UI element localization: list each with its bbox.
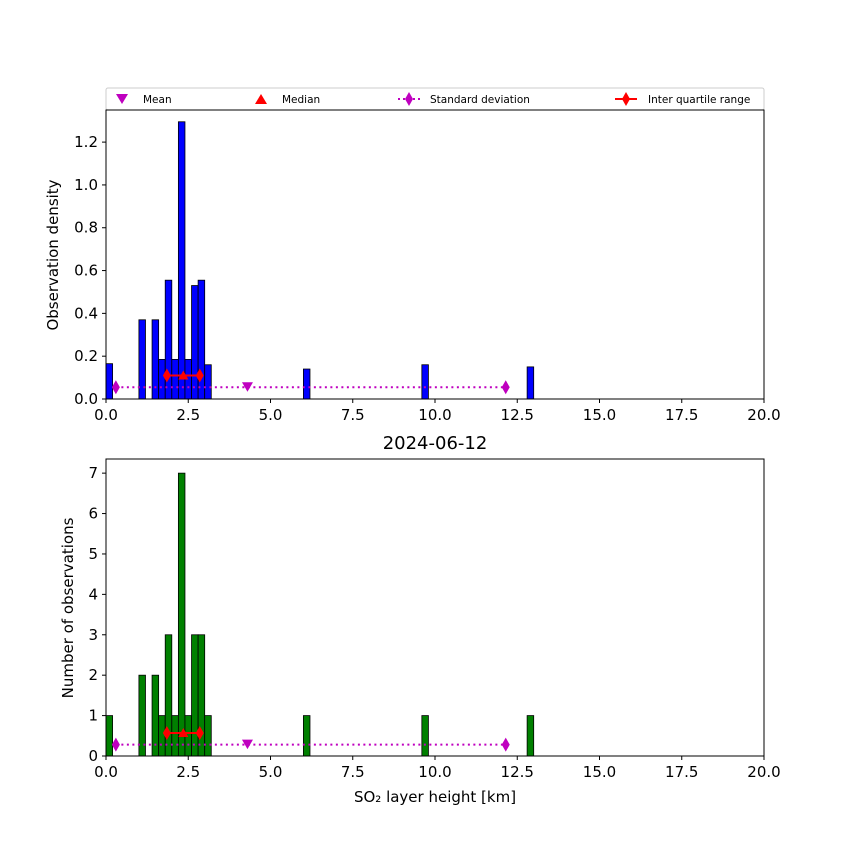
standard-deviation-marker bbox=[501, 737, 510, 752]
diamond-icon bbox=[622, 92, 630, 106]
histogram-bar bbox=[171, 358, 179, 400]
histogram-bar bbox=[191, 285, 199, 400]
median-marker bbox=[178, 727, 189, 737]
histogram-bar bbox=[105, 715, 113, 757]
y-tick-label: 5 bbox=[88, 545, 98, 563]
histogram-bar bbox=[105, 363, 113, 400]
median-marker bbox=[178, 370, 189, 380]
y-tick-label: 0.0 bbox=[74, 390, 98, 408]
histogram-bar bbox=[204, 364, 212, 400]
x-tick-label: 5.0 bbox=[259, 406, 283, 424]
legend-label-inter-quartile-range: Inter quartile range bbox=[648, 94, 750, 106]
y-tick-label: 1 bbox=[88, 707, 98, 725]
x-tick-label: 7.5 bbox=[341, 406, 365, 424]
x-tick-label: 0.0 bbox=[94, 763, 118, 781]
x-tick-label: 10.0 bbox=[418, 406, 451, 424]
histogram-bar bbox=[158, 358, 166, 400]
histogram-bar bbox=[177, 121, 186, 400]
x-tick-label: 7.5 bbox=[341, 763, 365, 781]
iqr-marker bbox=[195, 725, 204, 740]
y-tick-label: 1.0 bbox=[74, 176, 98, 194]
standard-deviation-marker bbox=[111, 737, 120, 752]
histogram-bar bbox=[177, 472, 186, 757]
legend: Mean Median Standard deviation Inter qua… bbox=[105, 87, 765, 111]
y-tick-label: 6 bbox=[88, 505, 98, 523]
legend-item-mean: Mean bbox=[116, 94, 172, 106]
mean-marker bbox=[241, 382, 253, 392]
y-tick-label: 3 bbox=[88, 626, 98, 644]
iqr-marker bbox=[162, 725, 171, 740]
triangle-down-icon bbox=[116, 94, 128, 104]
legend-item-inter-quartile-range: Inter quartile range bbox=[615, 92, 750, 106]
histogram-bar bbox=[302, 715, 311, 757]
histogram-bar bbox=[204, 715, 212, 757]
x-tick-label: 15.0 bbox=[583, 406, 616, 424]
legend-label-mean: Mean bbox=[143, 94, 172, 106]
triangle-up-icon bbox=[255, 94, 267, 104]
y-tick-label: 2 bbox=[88, 666, 98, 684]
iqr-marker bbox=[195, 368, 204, 383]
histogram-bar bbox=[302, 368, 311, 400]
x-tick-label: 12.5 bbox=[501, 763, 534, 781]
x-tick-label: 12.5 bbox=[501, 406, 534, 424]
legend-item-standard-deviation: Standard deviation bbox=[398, 92, 530, 106]
histogram-bar bbox=[158, 715, 166, 757]
histogram-bar bbox=[191, 634, 199, 757]
x-tick-label: 17.5 bbox=[665, 763, 698, 781]
x-tick-label: 17.5 bbox=[665, 406, 698, 424]
standard-deviation-marker bbox=[111, 380, 120, 395]
x-tick-label: 10.0 bbox=[418, 763, 451, 781]
mean-marker bbox=[241, 739, 253, 750]
count-histogram-panel: 2024-06-12 Number of observations SO₂ la… bbox=[59, 433, 781, 806]
x-tick-label: 2.5 bbox=[176, 763, 200, 781]
y-tick-label: 1.2 bbox=[74, 133, 98, 151]
chart-title: 2024-06-12 bbox=[383, 433, 488, 454]
diamond-icon bbox=[405, 92, 413, 106]
legend-item-median: Median bbox=[255, 94, 320, 106]
y-axis-label: Number of observations bbox=[59, 517, 77, 698]
y-tick-label: 0.6 bbox=[74, 262, 98, 280]
x-tick-label: 20.0 bbox=[747, 406, 780, 424]
histogram-bar bbox=[526, 366, 535, 400]
y-tick-label: 4 bbox=[88, 585, 98, 603]
histogram-bar bbox=[421, 715, 429, 757]
x-tick-label: 2.5 bbox=[176, 406, 200, 424]
y-tick-label: 0 bbox=[88, 747, 98, 765]
histogram-bar bbox=[421, 364, 429, 400]
y-tick-label: 7 bbox=[88, 464, 98, 482]
x-tick-label: 20.0 bbox=[747, 763, 780, 781]
legend-label-median: Median bbox=[282, 94, 320, 106]
iqr-marker bbox=[162, 368, 171, 383]
x-tick-label: 5.0 bbox=[259, 763, 283, 781]
x-tick-label: 0.0 bbox=[94, 406, 118, 424]
y-tick-label: 0.8 bbox=[74, 219, 98, 237]
y-tick-label: 0.2 bbox=[74, 347, 98, 365]
y-tick-label: 0.4 bbox=[74, 304, 98, 322]
y-axis-label: Observation density bbox=[44, 179, 62, 330]
density-histogram-panel: Observation density 0.0 2.5 5.0 7.5 10.0 12.5… bbox=[44, 109, 781, 424]
x-tick-label: 15.0 bbox=[583, 763, 616, 781]
histogram-bar bbox=[171, 715, 179, 757]
standard-deviation-marker bbox=[501, 380, 510, 395]
x-axis-label: SO₂ layer height [km] bbox=[354, 788, 516, 806]
legend-label-standard-deviation: Standard deviation bbox=[430, 94, 530, 106]
histogram-bar bbox=[526, 715, 535, 757]
